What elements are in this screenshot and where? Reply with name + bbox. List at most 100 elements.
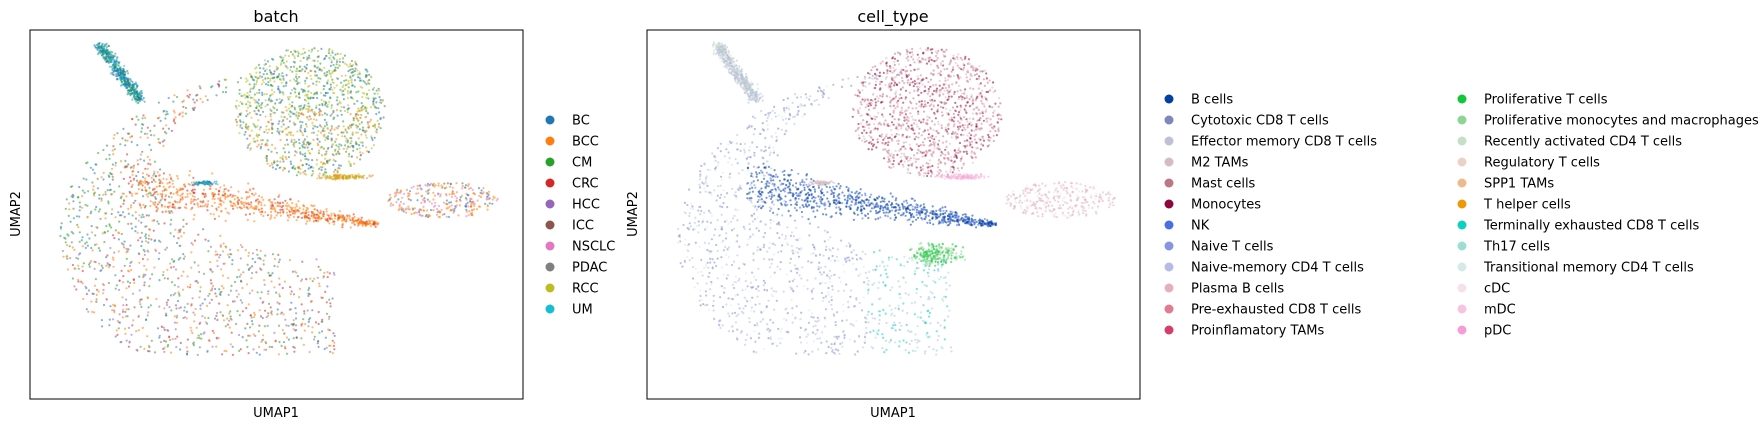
scatter-point bbox=[766, 128, 769, 131]
scatter-point bbox=[174, 228, 177, 231]
scatter-point bbox=[186, 353, 189, 356]
scatter-point bbox=[850, 289, 853, 292]
scatter-point bbox=[838, 276, 841, 279]
scatter-point bbox=[153, 187, 156, 190]
scatter-point bbox=[365, 96, 368, 99]
scatter-point bbox=[757, 289, 760, 292]
scatter-point bbox=[199, 304, 202, 307]
scatter-point bbox=[193, 195, 196, 198]
scatter-point bbox=[749, 235, 752, 238]
scatter-point bbox=[451, 186, 454, 189]
scatter-point bbox=[313, 335, 316, 338]
scatter-point bbox=[146, 314, 149, 317]
scatter-point bbox=[180, 193, 183, 196]
scatter-point bbox=[238, 333, 241, 337]
scatter-point bbox=[159, 199, 162, 202]
scatter-point bbox=[293, 141, 296, 144]
scatter-point bbox=[267, 77, 270, 80]
scatter-point bbox=[476, 199, 479, 202]
scatter-point bbox=[287, 107, 290, 110]
scatter-point bbox=[100, 197, 103, 200]
scatter-point bbox=[240, 207, 244, 210]
scatter-point bbox=[366, 70, 369, 73]
scatter-point bbox=[849, 295, 852, 298]
scatter-point bbox=[774, 243, 777, 247]
scatter-point bbox=[813, 244, 816, 247]
scatter-point bbox=[734, 275, 737, 278]
scatter-point bbox=[197, 183, 199, 186]
scatter-point bbox=[140, 231, 143, 234]
scatter-point bbox=[289, 115, 292, 118]
scatter-point bbox=[146, 167, 149, 170]
scatter-point bbox=[260, 213, 263, 216]
scatter-point bbox=[277, 202, 280, 205]
scatter-point bbox=[822, 254, 825, 257]
scatter-point bbox=[324, 176, 327, 179]
scatter-point bbox=[324, 94, 327, 97]
scatter-point bbox=[917, 266, 920, 270]
scatter-point bbox=[90, 225, 93, 228]
scatter-point bbox=[282, 341, 286, 344]
scatter-point bbox=[325, 152, 328, 155]
scatter-point bbox=[170, 177, 173, 181]
scatter-point bbox=[299, 104, 303, 107]
scatter-point bbox=[279, 63, 282, 66]
scatter-point bbox=[276, 160, 279, 163]
scatter-point bbox=[275, 108, 279, 111]
scatter-point bbox=[309, 300, 313, 303]
scatter-point bbox=[248, 292, 251, 295]
scatter-point bbox=[271, 122, 275, 125]
scatter-point bbox=[166, 182, 169, 185]
scatter-point bbox=[361, 152, 364, 155]
scatter-point bbox=[352, 149, 355, 152]
scatter-point bbox=[448, 193, 451, 196]
scatter-point bbox=[175, 345, 178, 349]
scatter-point bbox=[825, 340, 828, 343]
scatter-point bbox=[211, 192, 214, 195]
scatter-point bbox=[913, 301, 917, 304]
scatter-point bbox=[227, 189, 230, 192]
scatter-point bbox=[270, 118, 273, 121]
scatter-point bbox=[908, 330, 912, 333]
scatter-point bbox=[164, 198, 167, 201]
scatter-point bbox=[285, 138, 289, 141]
scatter-point bbox=[302, 88, 305, 92]
scatter-point bbox=[287, 324, 290, 327]
scatter-point bbox=[752, 115, 755, 118]
scatter-point bbox=[170, 196, 173, 199]
scatter-point bbox=[247, 191, 250, 194]
scatter-point bbox=[204, 238, 207, 241]
scatter-point bbox=[98, 193, 101, 197]
scatter-point bbox=[270, 313, 273, 316]
scatter-point bbox=[134, 225, 137, 228]
scatter-point bbox=[209, 245, 213, 248]
scatter-point bbox=[138, 214, 141, 217]
scatter-point bbox=[289, 133, 293, 137]
scatter-point bbox=[119, 74, 122, 77]
scatter-point bbox=[165, 314, 168, 317]
scatter-point bbox=[188, 93, 191, 96]
scatter-point bbox=[191, 200, 195, 203]
scatter-point bbox=[716, 147, 720, 150]
scatter-point bbox=[95, 226, 98, 229]
scatter-point bbox=[220, 284, 224, 288]
scatter-point bbox=[161, 182, 164, 185]
scatter-point bbox=[67, 214, 70, 217]
scatter-point bbox=[197, 233, 200, 236]
scatter-point bbox=[184, 106, 188, 110]
scatter-point bbox=[209, 268, 212, 271]
scatter-point bbox=[285, 133, 288, 136]
scatter-point bbox=[749, 299, 752, 302]
scatter-point bbox=[732, 286, 736, 290]
scatter-point bbox=[233, 198, 236, 201]
scatter-point bbox=[825, 352, 828, 355]
scatter-point bbox=[349, 219, 352, 222]
scatter-point bbox=[140, 180, 143, 183]
scatter-point bbox=[313, 64, 316, 67]
scatter-point bbox=[74, 267, 77, 270]
scatter-point bbox=[349, 76, 352, 79]
scatter-point bbox=[785, 107, 788, 110]
scatter-point bbox=[865, 331, 868, 334]
scatter-point bbox=[141, 172, 145, 175]
scatter-point bbox=[226, 323, 229, 326]
